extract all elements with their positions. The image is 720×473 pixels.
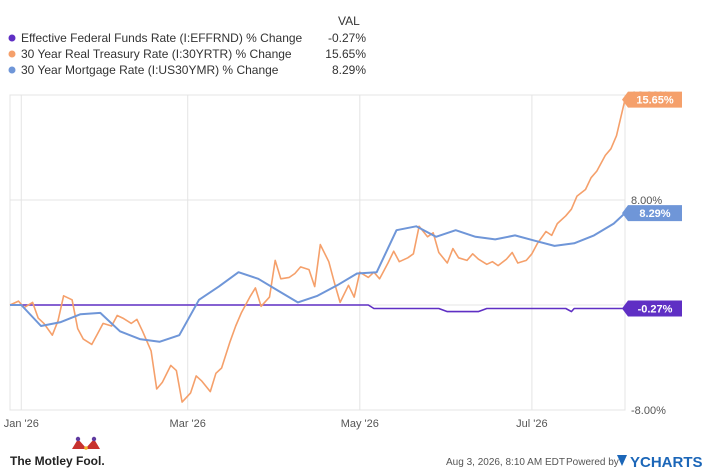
footer-timestamp: Aug 3, 2026, 8:10 AM EDT [446, 457, 565, 468]
legend-header: VAL [338, 14, 360, 28]
brand-name: The Motley Fool. [10, 454, 105, 468]
x-tick-label-0: Jan '26 [4, 418, 39, 430]
legend-label-2: 30 Year Mortgage Rate (I:US30YMR) % Chan… [21, 63, 279, 77]
legend-marker-0 [8, 34, 16, 42]
x-tick-label-3: Jul '26 [516, 418, 547, 430]
legend-value-2: 8.29% [332, 63, 366, 77]
series-layer [9, 99, 626, 403]
end-tag-label-1: 15.65% [636, 95, 674, 107]
x-axis: Jan '26 Mar '26 May '26 Jul '26 [4, 418, 548, 430]
legend-marker-2 [8, 66, 16, 74]
x-tick-label-2: May '26 [341, 418, 379, 430]
y-axis: 16.00%8.00%0.00%-8.00% [631, 90, 669, 417]
x-tick-label-1: Mar '26 [170, 418, 206, 430]
end-tag-label-2: 8.29% [639, 208, 670, 220]
legend-value-1: 15.65% [325, 47, 366, 61]
powered-by-text: Powered by [566, 457, 619, 468]
legend-rows: Effective Federal Funds Rate (I:EFFRND) … [8, 31, 366, 77]
ycharts-logo-text: YCHARTS [630, 454, 703, 471]
legend-value-0: -0.27% [328, 31, 366, 45]
series-line-1 [9, 99, 626, 403]
end-tag-label-0: -0.27% [638, 304, 673, 316]
motley-fool-logo: The Motley Fool. [10, 436, 105, 468]
end-tag-2 [622, 205, 682, 222]
y-tick-label-1: 8.00% [631, 195, 662, 207]
ycharts-logo-icon [617, 455, 627, 466]
legend-label-1: 30 Year Real Treasury Rate (I:30YRTR) % … [21, 47, 292, 61]
end-labels: -0.27% 15.65% 8.29% [622, 91, 682, 317]
legend-label-0: Effective Federal Funds Rate (I:EFFRND) … [21, 31, 303, 45]
footer: The Motley Fool. Aug 3, 2026, 8:10 AM ED… [10, 436, 703, 471]
legend-marker-1 [8, 50, 16, 58]
end-tag-1 [622, 91, 682, 108]
jester-hat-icon [72, 439, 100, 449]
series-line-2 [10, 212, 626, 343]
series-line-0 [10, 304, 625, 313]
end-tag-0 [622, 300, 682, 317]
y-tick-label-3: -8.00% [631, 405, 666, 417]
grid [9, 94, 626, 411]
legend: VAL [338, 14, 360, 28]
